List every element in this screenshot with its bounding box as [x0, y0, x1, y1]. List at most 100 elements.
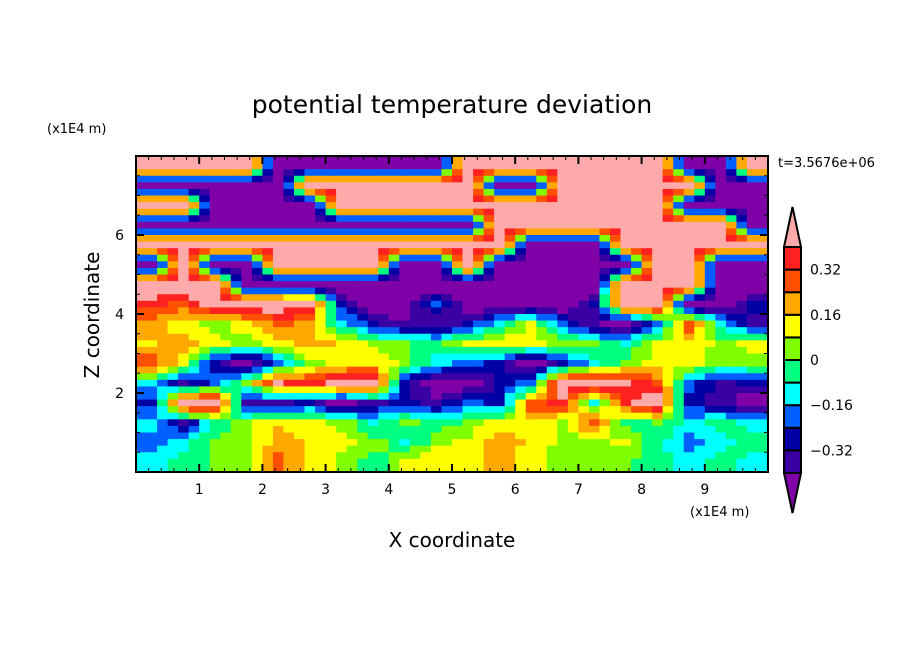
contour-cell	[757, 353, 769, 361]
contour-cell	[388, 267, 400, 276]
contour-cell	[662, 412, 674, 420]
contour-cell	[599, 221, 611, 230]
contour-cell	[283, 412, 295, 420]
contour-cell	[736, 432, 748, 440]
contour-cell	[315, 281, 327, 289]
contour-cell	[557, 248, 569, 256]
contour-cell	[525, 287, 537, 295]
contour-cell	[546, 346, 558, 355]
contour-cell	[578, 169, 590, 177]
contour-cell	[167, 452, 179, 460]
contour-cell	[188, 267, 200, 276]
contour-cell	[272, 156, 285, 164]
contour-cell	[557, 445, 569, 453]
contour-cell	[610, 175, 622, 183]
contour-cell	[557, 386, 569, 394]
contour-cell	[662, 393, 674, 401]
contour-cell	[241, 235, 253, 243]
contour-cell	[209, 333, 221, 341]
contour-cell	[357, 340, 369, 348]
contour-cell	[325, 439, 337, 447]
contour-cell	[315, 452, 327, 460]
contour-cell	[631, 261, 643, 269]
contour-cell	[230, 169, 242, 177]
contour-cell	[388, 195, 400, 203]
contour-cell	[441, 287, 453, 295]
contour-cell	[188, 215, 200, 223]
contour-cell	[230, 452, 242, 460]
contour-cell	[536, 379, 548, 388]
contour-cell	[315, 261, 327, 269]
contour-cell	[536, 452, 548, 460]
contour-cell	[662, 419, 674, 427]
contour-cell	[704, 228, 716, 236]
contour-cell	[146, 366, 158, 374]
contour-cell	[704, 254, 716, 262]
contour-cell	[294, 458, 306, 467]
contour-cell	[241, 366, 253, 374]
contour-cell	[462, 274, 474, 282]
contour-cell	[725, 452, 737, 460]
contour-cell	[578, 287, 590, 295]
contour-cell	[157, 182, 169, 190]
y-unit-label: (x1E4 m)	[47, 122, 106, 137]
contour-cell	[420, 169, 432, 177]
contour-cell	[409, 353, 421, 361]
contour-cell	[230, 235, 242, 243]
contour-cell	[315, 406, 327, 414]
contour-cell	[157, 235, 169, 243]
contour-cell	[652, 281, 664, 289]
contour-cell	[483, 248, 495, 256]
contour-cell	[367, 281, 379, 289]
contour-cell	[683, 241, 695, 249]
contour-cell	[746, 281, 759, 289]
contour-cell	[325, 241, 337, 249]
x-axis-label: X coordinate	[389, 528, 516, 552]
contour-cell	[272, 221, 285, 230]
contour-cell	[283, 254, 295, 262]
contour-cell	[641, 320, 653, 328]
contour-cell	[178, 373, 190, 381]
contour-cell	[662, 445, 674, 453]
contour-cell	[388, 458, 400, 467]
contour-cell	[588, 327, 601, 335]
contour-cell	[631, 241, 643, 249]
contour-cell	[167, 346, 179, 355]
contour-cell	[146, 353, 158, 361]
contour-cell	[178, 162, 190, 170]
contour-cell	[462, 320, 474, 328]
contour-cell	[262, 228, 274, 236]
contour-cell	[673, 445, 685, 453]
contour-cell	[136, 406, 148, 414]
contour-cell	[283, 373, 295, 381]
contour-cell	[199, 235, 211, 243]
contour-cell	[567, 320, 579, 328]
contour-cell	[652, 241, 664, 249]
contour-cell	[715, 340, 727, 348]
contour-cell	[452, 445, 464, 453]
contour-cell	[746, 215, 759, 223]
contour-cell	[452, 169, 464, 177]
contour-cell	[683, 235, 695, 243]
contour-cell	[241, 333, 253, 341]
contour-cell	[452, 333, 464, 341]
contour-cell	[167, 162, 179, 170]
contour-cell	[241, 281, 253, 289]
contour-cell	[420, 241, 432, 249]
contour-cell	[367, 340, 379, 348]
contour-cell	[283, 452, 295, 460]
contour-cell	[230, 320, 242, 328]
contour-cell	[378, 281, 390, 289]
contour-cell	[157, 314, 169, 322]
contour-cell	[704, 353, 716, 361]
contour-cell	[694, 300, 706, 309]
contour-cell	[631, 373, 643, 381]
contour-cell	[746, 458, 759, 467]
contour-cell	[136, 373, 148, 381]
contour-cell	[683, 221, 695, 230]
contour-cell	[546, 175, 558, 183]
contour-cell	[483, 406, 495, 414]
contour-cell	[652, 274, 664, 282]
contour-cell	[336, 294, 348, 302]
contour-cell	[536, 169, 548, 177]
